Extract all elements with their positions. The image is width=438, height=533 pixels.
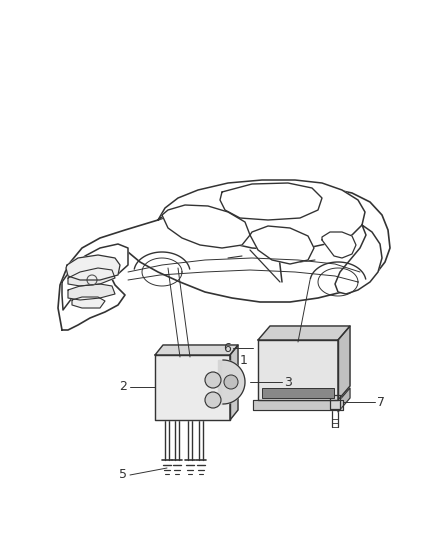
- Polygon shape: [322, 232, 356, 258]
- Polygon shape: [155, 345, 238, 355]
- Polygon shape: [58, 188, 390, 330]
- Polygon shape: [218, 360, 223, 404]
- Polygon shape: [338, 326, 350, 400]
- Polygon shape: [250, 226, 314, 264]
- Text: 5: 5: [119, 469, 127, 481]
- Text: 2: 2: [119, 381, 127, 393]
- Polygon shape: [335, 225, 382, 294]
- Polygon shape: [230, 345, 238, 420]
- Polygon shape: [258, 340, 338, 400]
- Polygon shape: [223, 360, 245, 404]
- Polygon shape: [155, 355, 230, 420]
- Text: 6: 6: [223, 342, 231, 354]
- Text: 7: 7: [377, 395, 385, 408]
- Polygon shape: [158, 180, 365, 250]
- Polygon shape: [68, 284, 115, 300]
- Circle shape: [205, 372, 221, 388]
- Polygon shape: [68, 268, 115, 286]
- Polygon shape: [220, 183, 322, 220]
- Polygon shape: [253, 400, 343, 410]
- Circle shape: [224, 375, 238, 389]
- Text: 3: 3: [284, 376, 292, 389]
- Circle shape: [205, 392, 221, 408]
- Polygon shape: [72, 297, 105, 308]
- Bar: [262, 388, 334, 398]
- Polygon shape: [62, 244, 128, 310]
- Text: 1: 1: [240, 353, 248, 367]
- Polygon shape: [66, 255, 120, 280]
- Polygon shape: [330, 395, 340, 409]
- Polygon shape: [162, 205, 250, 248]
- Polygon shape: [338, 388, 350, 412]
- Polygon shape: [258, 326, 350, 340]
